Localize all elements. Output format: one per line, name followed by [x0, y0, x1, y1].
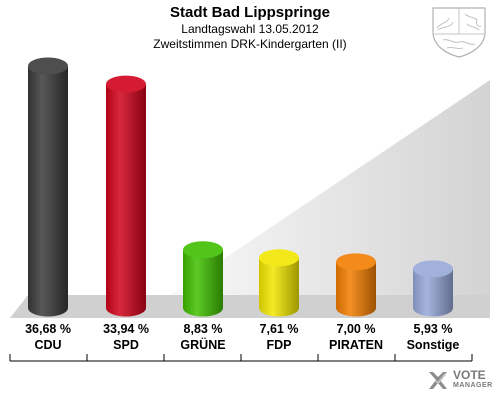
bar-cdu	[28, 66, 68, 317]
chart-header: Stadt Bad Lippspringe Landtagswahl 13.05…	[0, 4, 500, 52]
category-label: GRÜNE	[180, 337, 225, 352]
category-label: SPD	[113, 338, 139, 352]
bar-top-grüne	[183, 241, 223, 259]
nrw-coat-of-arms-icon	[432, 7, 486, 58]
chart-subtitle-2: Zweitstimmen DRK-Kindergarten (II)	[153, 37, 347, 51]
category-label: Sonstige	[407, 338, 460, 352]
bar-piraten	[336, 261, 376, 317]
vote-manager-x-icon	[429, 372, 447, 389]
chart-subtitle: Landtagswahl 13.05.2012	[181, 22, 319, 36]
bar-top-cdu	[28, 57, 68, 75]
bar-sonstige	[413, 268, 453, 317]
value-label: 5,93 %	[414, 322, 453, 336]
category-label: CDU	[34, 338, 61, 352]
vote-logo-line1: VOTE	[453, 368, 486, 382]
bar-top-spd	[106, 75, 146, 93]
vote-logo-line2: MANAGER	[453, 382, 493, 389]
bar-top-piraten	[336, 253, 376, 271]
value-label: 7,00 %	[337, 322, 376, 336]
chart-title: Stadt Bad Lippspringe	[169, 4, 330, 21]
category-label: PIRATEN	[329, 338, 383, 352]
bar-fdp	[259, 257, 299, 317]
value-label: 36,68 %	[25, 322, 71, 336]
background-wall	[170, 80, 490, 295]
bar-top-fdp	[259, 249, 299, 267]
bar-spd	[106, 84, 146, 317]
value-label: 33,94 %	[103, 322, 149, 336]
bar-grüne	[183, 249, 223, 317]
bar-top-sonstige	[413, 260, 453, 278]
category-label: FDP	[267, 338, 292, 352]
value-label: 7,61 %	[260, 322, 299, 336]
value-label: 8,83 %	[184, 322, 223, 336]
